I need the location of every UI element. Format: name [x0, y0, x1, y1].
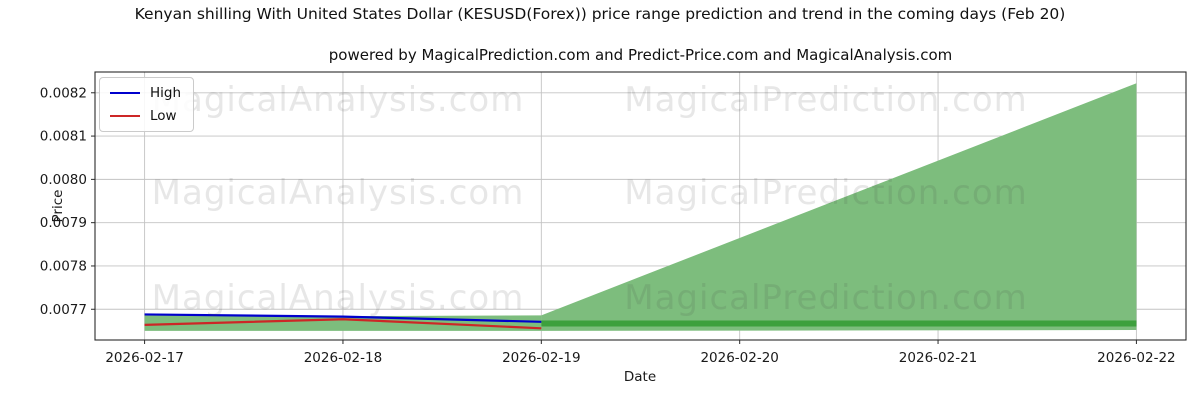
- high-line: [144, 313, 542, 323]
- historical-range-band: [144, 313, 542, 331]
- y-tick-label: 0.0077: [40, 302, 87, 318]
- chart-subtitle: powered by MagicalPrediction.com and Pre…: [328, 46, 953, 64]
- y-axis-label: Price: [50, 189, 66, 223]
- x-axis-label: Date: [623, 369, 657, 385]
- y-tick-label: 0.0078: [40, 258, 87, 274]
- legend-label-low: Low: [150, 108, 177, 124]
- y-tick-label: 0.0081: [40, 129, 87, 145]
- legend-item-high: High: [110, 85, 181, 101]
- legend: High Low: [99, 77, 195, 132]
- low-line: [144, 318, 542, 330]
- low-line-swatch: [110, 115, 140, 117]
- x-tick-label: 2026-02-21: [899, 350, 977, 366]
- legend-item-low: Low: [110, 108, 181, 124]
- axes-frame: [94, 71, 1187, 341]
- x-tick-label: 2026-02-18: [304, 350, 382, 366]
- y-tick-label: 0.0082: [40, 85, 87, 101]
- legend-label-high: High: [150, 85, 182, 101]
- x-tick-label: 2026-02-22: [1097, 350, 1175, 366]
- high-line-swatch: [110, 92, 140, 94]
- x-tick-label: 2026-02-20: [700, 350, 778, 366]
- chart-title: Kenyan shilling With United States Dolla…: [134, 5, 1066, 23]
- y-tick-label: 0.0079: [40, 215, 87, 231]
- forecast-range-band: [541, 83, 1137, 331]
- x-tick-label: 2026-02-17: [105, 350, 183, 366]
- x-tick-label: 2026-02-19: [502, 350, 580, 366]
- y-tick-label: 0.0080: [40, 172, 87, 188]
